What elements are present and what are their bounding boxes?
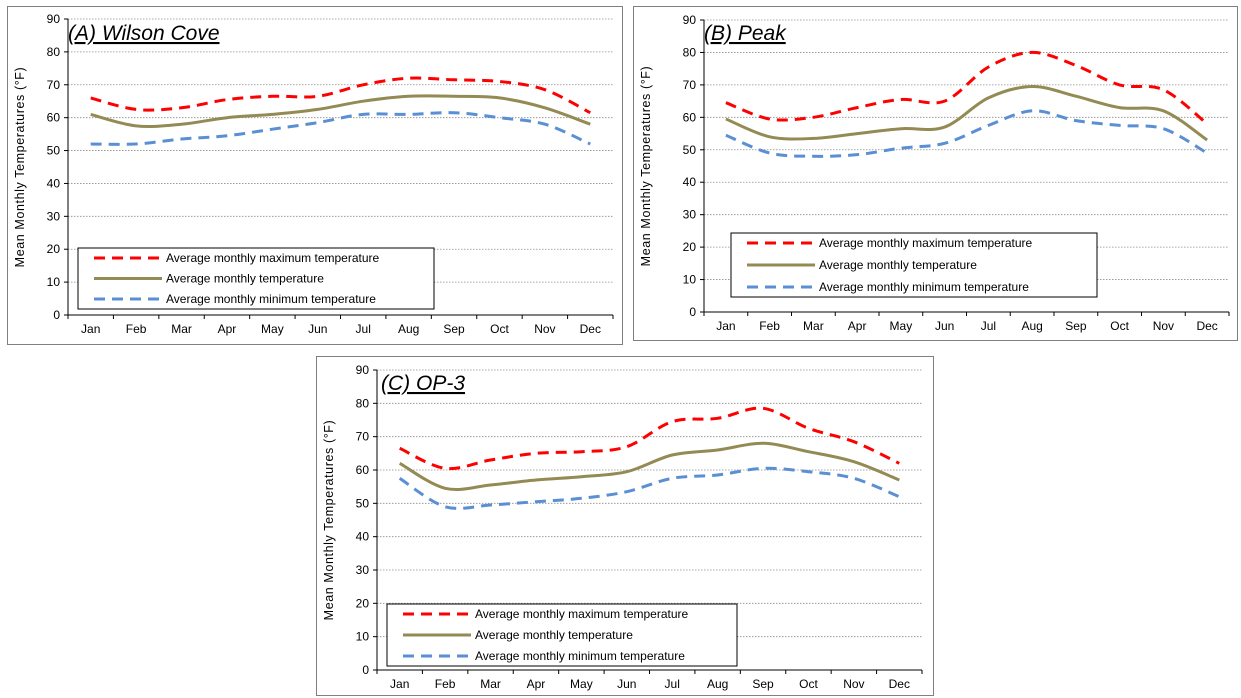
series-line-max <box>90 76 591 115</box>
y-tick-label: 80 <box>47 45 61 59</box>
x-tick-label-feb: Feb <box>435 677 456 691</box>
x-tick-label-may: May <box>261 322 284 336</box>
x-tick-label-mar: Mar <box>803 319 824 333</box>
x-tick-label-apr: Apr <box>527 677 546 691</box>
x-tick-label-jun: Jun <box>617 677 636 691</box>
series-line-avg <box>90 94 591 129</box>
x-tick-label-mar: Mar <box>480 677 501 691</box>
x-tick-label-jun: Jun <box>308 322 327 336</box>
y-tick-label: 50 <box>356 496 370 510</box>
x-tick-label-jul: Jul <box>665 677 680 691</box>
x-tick-label-dec: Dec <box>1196 319 1217 333</box>
x-tick-label-mar: Mar <box>171 322 192 336</box>
y-tick-label: 70 <box>683 78 697 92</box>
legend-label-avg: Average monthly temperature <box>475 628 633 642</box>
y-tick-label: 80 <box>356 396 370 410</box>
y-tick-label: 40 <box>47 176 61 190</box>
x-tick-label-aug: Aug <box>1021 319 1042 333</box>
y-tick-label: 20 <box>356 596 370 610</box>
y-tick-label: 10 <box>47 275 61 289</box>
y-tick-label: 90 <box>47 12 61 26</box>
x-tick-label-may: May <box>890 319 913 333</box>
x-tick-label-oct: Oct <box>1110 319 1129 333</box>
x-tick-label-jan: Jan <box>81 322 100 336</box>
x-tick-label-dec: Dec <box>889 677 910 691</box>
x-tick-label-feb: Feb <box>126 322 147 336</box>
x-tick-label-aug: Aug <box>707 677 728 691</box>
legend-label-min: Average monthly minimum temperature <box>166 292 376 306</box>
y-tick-label: 0 <box>53 308 60 322</box>
x-tick-label-nov: Nov <box>843 677 864 691</box>
y-tick-label: 70 <box>47 78 61 92</box>
chart-title: (C) OP-3 <box>381 372 465 395</box>
x-tick-label-nov: Nov <box>1153 319 1174 333</box>
chart-title: (A) Wilson Cove <box>68 22 220 45</box>
x-tick-label-sep: Sep <box>1065 319 1087 333</box>
y-tick-label: 40 <box>683 175 697 189</box>
chart-panel-peak: 0 10 20 30 40 50 60 70 80 90 Jan Feb Mar Apr May Jun Jul… <box>633 6 1238 341</box>
x-tick-label-jul: Jul <box>981 319 996 333</box>
x-tick-label-apr: Apr <box>218 322 237 336</box>
y-tick-label: 50 <box>683 143 697 157</box>
y-tick-label: 50 <box>47 144 61 158</box>
series-line-avg <box>398 441 900 491</box>
y-axis-label: Mean Monthly Temperatures (°F) <box>13 67 27 268</box>
y-axis-label: Mean Monthly Temperatures (°F) <box>322 420 336 621</box>
x-tick-label-jan: Jan <box>716 319 735 333</box>
y-tick-label: 90 <box>683 13 697 27</box>
legend-label-max: Average monthly maximum temperature <box>166 251 380 265</box>
chart-panel-wilson-cove: 0 10 20 30 40 50 60 70 80 90 Jan Feb Mar Apr May Jun Jul… <box>7 6 623 345</box>
y-tick-label: 80 <box>683 45 697 59</box>
y-tick-label: 0 <box>689 305 696 319</box>
chart-svg-wilson-cove: 0 10 20 30 40 50 60 70 80 90 Jan Feb Mar Apr May Jun Jul… <box>13 12 614 336</box>
legend-label-avg: Average monthly temperature <box>819 258 977 272</box>
x-tick-label-nov: Nov <box>534 322 555 336</box>
y-axis-label: Mean Monthly Temperatures (°F) <box>639 66 653 267</box>
y-tick-label: 30 <box>683 208 697 222</box>
y-tick-label: 20 <box>683 240 697 254</box>
series-line-max <box>725 50 1209 125</box>
y-tick-label: 60 <box>47 111 61 125</box>
y-tick-label: 10 <box>683 273 697 287</box>
x-tick-label-oct: Oct <box>490 322 509 336</box>
series-line-min <box>90 111 591 146</box>
chart-svg-op-3: 0 10 20 30 40 50 60 70 80 90 Jan Feb Mar Apr May Jun Jul… <box>322 363 923 691</box>
x-tick-label-may: May <box>570 677 593 691</box>
legend-label-max: Average monthly maximum temperature <box>475 607 689 621</box>
legend-label-min: Average monthly minimum temperature <box>475 649 685 663</box>
y-tick-label: 10 <box>356 630 370 644</box>
x-tick-label-feb: Feb <box>759 319 780 333</box>
legend-label-avg: Average monthly temperature <box>166 272 324 286</box>
chart-panel-op-3: 0 10 20 30 40 50 60 70 80 90 Jan Feb Mar Apr May Jun Jul… <box>316 356 934 696</box>
x-tick-label-oct: Oct <box>799 677 818 691</box>
legend-label-max: Average monthly maximum temperature <box>819 236 1033 250</box>
series-line-max <box>399 406 900 471</box>
y-tick-label: 60 <box>356 463 370 477</box>
x-tick-label-aug: Aug <box>398 322 419 336</box>
y-tick-label: 70 <box>356 430 370 444</box>
series-line-min <box>398 466 900 510</box>
x-tick-label-sep: Sep <box>752 677 774 691</box>
x-tick-label-apr: Apr <box>848 319 867 333</box>
series-line-avg <box>725 84 1208 142</box>
x-tick-label-jun: Jun <box>935 319 954 333</box>
y-tick-label: 30 <box>356 563 370 577</box>
y-tick-label: 90 <box>356 363 370 377</box>
x-tick-label-jan: Jan <box>390 677 409 691</box>
chart-title: (B) Peak <box>704 22 787 45</box>
x-tick-label-jul: Jul <box>356 322 371 336</box>
y-tick-label: 20 <box>47 242 61 256</box>
legend-label-min: Average monthly minimum temperature <box>819 280 1029 294</box>
x-tick-label-dec: Dec <box>580 322 601 336</box>
y-tick-label: 60 <box>683 110 697 124</box>
x-tick-label-sep: Sep <box>443 322 465 336</box>
y-tick-label: 40 <box>356 530 370 544</box>
chart-svg-peak: 0 10 20 30 40 50 60 70 80 90 Jan Feb Mar Apr May Jun Jul… <box>639 13 1230 333</box>
y-tick-label: 30 <box>47 209 61 223</box>
y-tick-label: 0 <box>362 663 369 677</box>
